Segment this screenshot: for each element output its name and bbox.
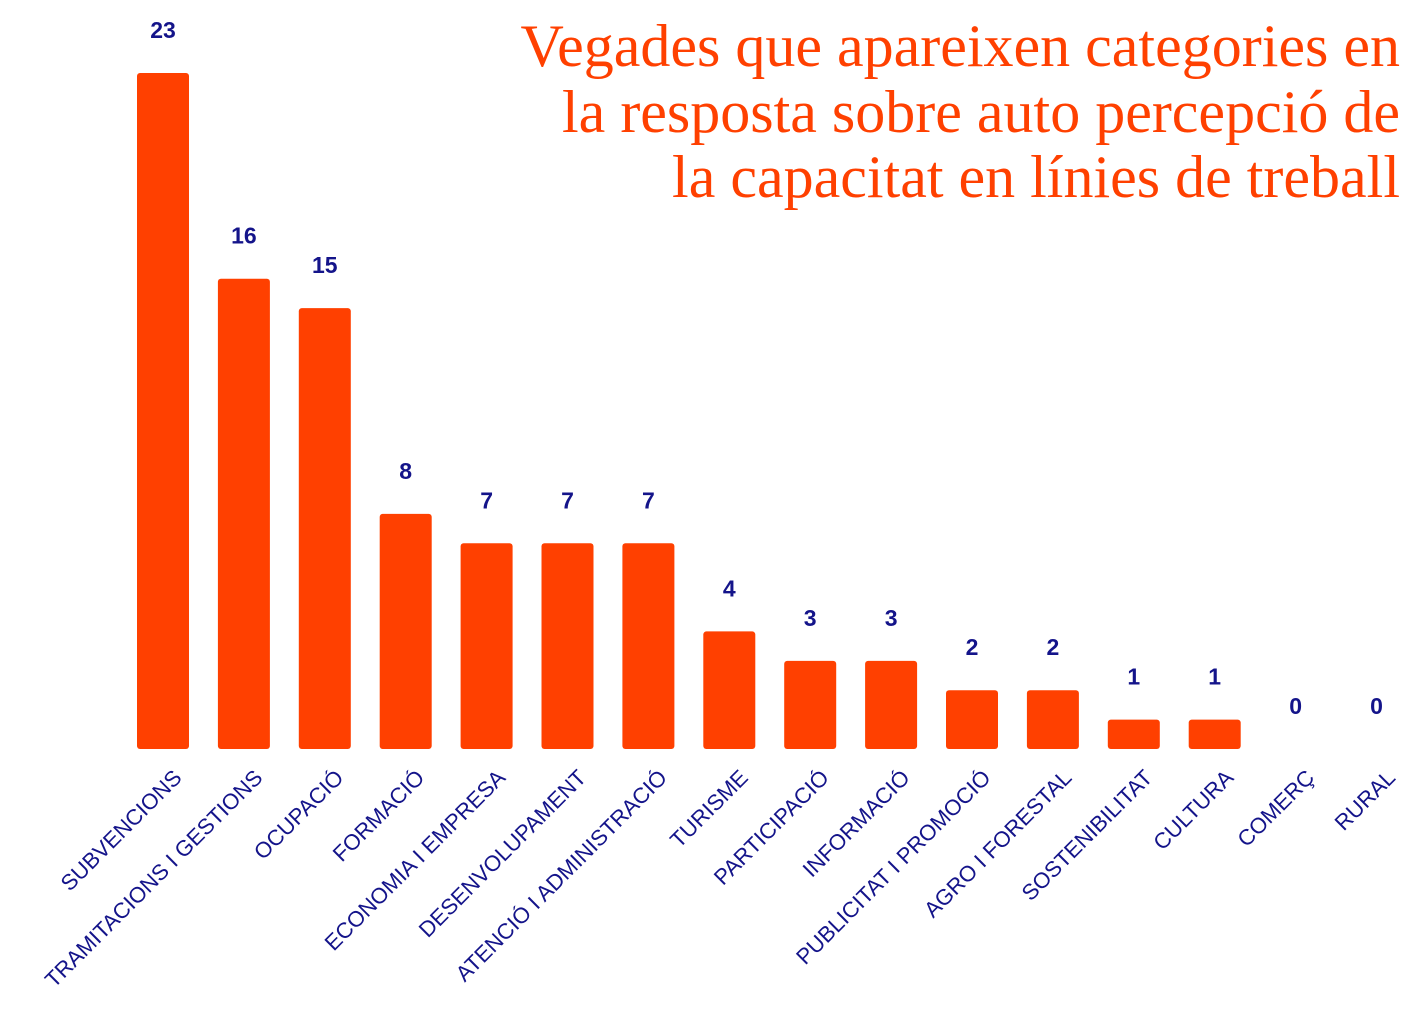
bar (946, 690, 998, 749)
value-label: 2 (1047, 634, 1060, 660)
value-label: 15 (312, 252, 338, 278)
value-label: 3 (885, 605, 898, 631)
value-label: 2 (966, 634, 979, 660)
bar (622, 543, 675, 749)
value-label: 23 (150, 17, 176, 43)
value-label: 7 (561, 487, 574, 513)
value-label: 0 (1289, 693, 1302, 719)
x-tick-label: RURAL (1330, 765, 1400, 835)
bar (460, 543, 513, 749)
bar (541, 543, 594, 749)
chart-title: la capacitat en línies de treball (672, 144, 1400, 210)
chart-title: Vegades que apareixen categories en (520, 13, 1400, 79)
bar (1188, 719, 1241, 749)
bar (1026, 690, 1079, 749)
value-label: 8 (399, 458, 412, 484)
bar (379, 513, 432, 749)
value-label: 0 (1370, 693, 1383, 719)
bar (1107, 719, 1160, 749)
bar (865, 660, 918, 749)
bar (137, 73, 189, 749)
bar (703, 631, 756, 749)
bar (217, 278, 270, 749)
x-tick-label: CULTURA (1148, 765, 1238, 855)
chart-title: la resposta sobre auto percepció de (562, 79, 1400, 145)
value-label: 3 (804, 605, 817, 631)
bar (784, 660, 837, 749)
x-tick-label: COMERÇ (1232, 765, 1319, 852)
value-label: 16 (231, 223, 257, 249)
x-tick-label: TURISME (665, 765, 753, 853)
value-label: 7 (642, 487, 655, 513)
value-label: 1 (1208, 664, 1221, 690)
bar (298, 308, 351, 749)
x-tick-label: AGRO I FORESTAL (919, 765, 1076, 922)
value-label: 7 (480, 487, 493, 513)
value-label: 1 (1127, 664, 1140, 690)
value-label: 4 (723, 575, 736, 601)
